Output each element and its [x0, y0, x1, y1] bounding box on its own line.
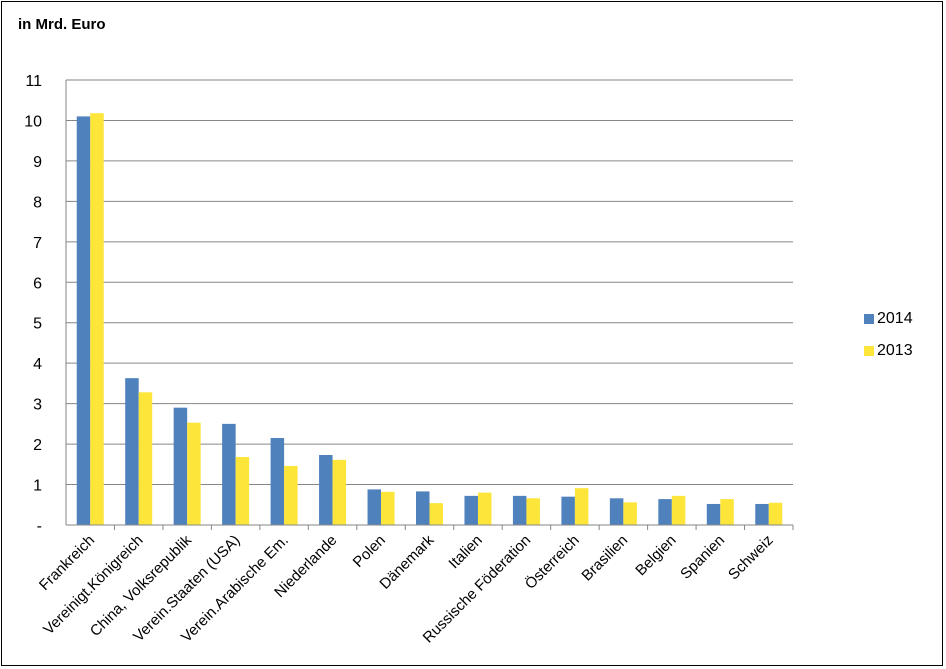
y-tick-label: 10 [24, 113, 42, 130]
bar-2013 [623, 502, 637, 525]
bar-2014 [755, 503, 769, 525]
grid-lines [66, 79, 793, 486]
y-axis-ticks: - 1 2 3 4 5 6 7 8 9 10 11 [24, 73, 42, 535]
axes [65, 80, 794, 530]
legend-swatch-2013 [864, 346, 874, 356]
bar-2013 [235, 457, 250, 525]
bar-2014 [222, 423, 236, 525]
x-tick-label: Belgien [632, 532, 679, 579]
bar-2013 [671, 495, 686, 525]
bar-2014 [76, 116, 91, 525]
bar-2014 [609, 498, 624, 525]
bar-2014 [367, 489, 382, 525]
bar-2014 [416, 491, 430, 525]
y-tick-label: 8 [33, 194, 42, 211]
bar-2013 [187, 422, 201, 525]
legend-swatch-2014 [864, 314, 874, 324]
bar-2014 [706, 503, 721, 525]
y-tick-label: 11 [25, 73, 42, 90]
bar-2014 [512, 495, 527, 525]
bar-2014 [270, 438, 285, 525]
bar-2013 [284, 465, 298, 525]
y-tick-label: 3 [33, 397, 42, 414]
legend-label-2014: 2014 [877, 310, 913, 327]
bar-2013 [138, 392, 153, 525]
y-tick-label: 7 [33, 235, 42, 252]
bar-2014 [658, 499, 672, 525]
x-tick-label: Schweiz [725, 532, 777, 584]
y-tick-label: 9 [33, 154, 42, 171]
y-tick-label: 2 [33, 437, 42, 454]
bar-2014 [173, 407, 188, 525]
bar-2014 [561, 496, 575, 525]
unit-label: in Mrd. Euro [18, 16, 106, 33]
bar-2013 [477, 492, 492, 525]
x-tick-label: Brasilien [578, 532, 631, 585]
y-tick-label: 6 [33, 275, 42, 292]
legend-label-2013: 2013 [877, 342, 913, 359]
bar-2013 [90, 113, 104, 525]
y-tick-label: 1 [33, 478, 42, 495]
legend-item-2013: 2013 [864, 342, 913, 360]
bar-2013 [332, 459, 347, 525]
y-tick-label: 4 [33, 356, 42, 373]
y-tick-label: 5 [33, 316, 42, 333]
legend-item-2014: 2014 [864, 310, 913, 328]
bar-2014 [464, 495, 478, 525]
bar-2013 [768, 502, 783, 525]
bar-2013 [526, 498, 540, 525]
bar-2013 [720, 499, 734, 525]
bar-2013 [381, 491, 395, 525]
x-tick-label: Spanien [677, 532, 728, 583]
bar-2013 [574, 488, 589, 525]
y-tick-label: - [37, 518, 42, 535]
bar-2014 [125, 378, 139, 525]
x-tick-label: Italien [445, 532, 485, 572]
bar-2013 [429, 503, 443, 525]
bars [76, 113, 783, 525]
x-tick-label: Polen [350, 532, 389, 571]
bar-2014 [319, 455, 333, 525]
